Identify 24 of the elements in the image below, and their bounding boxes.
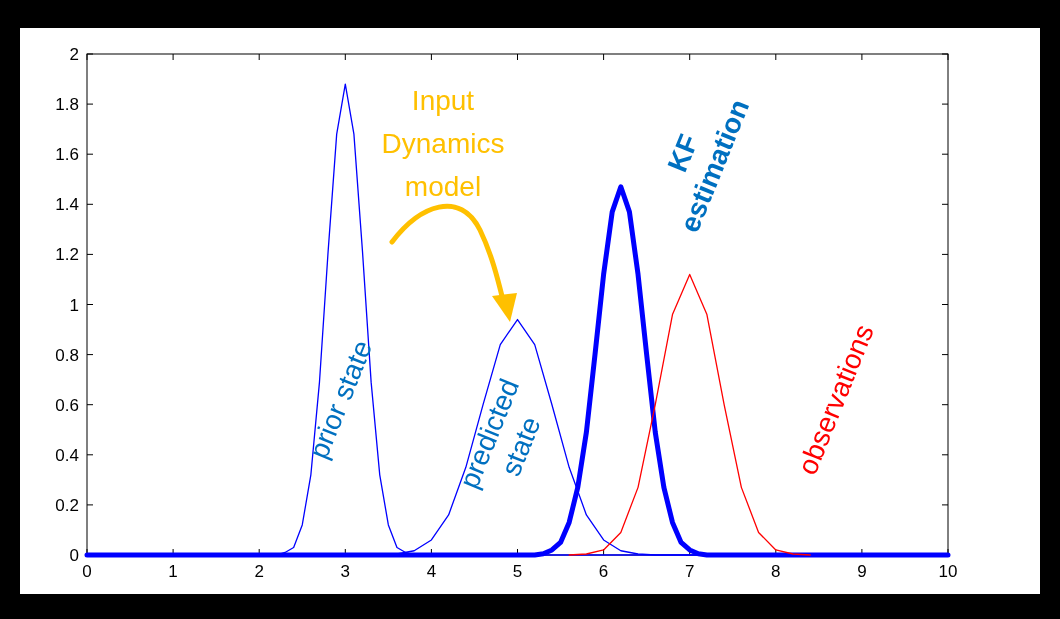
annotation: Input Dynamics model	[381, 85, 505, 202]
y-tick-label: 1	[69, 295, 79, 315]
text: prior state	[302, 335, 379, 464]
y-tick-label: 0.8	[55, 345, 79, 365]
x-tick-label: 3	[340, 562, 351, 581]
x-tick-label: 1	[168, 562, 178, 581]
x-tick-label: 6	[598, 562, 609, 581]
x-tick-label: 0	[82, 562, 92, 581]
y-tick-label: 2	[69, 45, 79, 64]
y-tick-label: 0.2	[55, 495, 79, 515]
y-tick-label: 1.6	[55, 145, 79, 165]
y-tick-label: 1.4	[55, 195, 79, 215]
x-tick-label: 8	[771, 562, 781, 581]
x-tick-label: 10	[938, 562, 958, 581]
y-tick-label: 0.6	[55, 395, 79, 415]
y-tick-label: 0	[69, 546, 79, 565]
y-tick-label: 1.8	[55, 95, 79, 115]
y-tick-label: 1.2	[55, 245, 79, 265]
x-tick-label: 7	[684, 562, 695, 581]
x-tick-label: 2	[254, 562, 264, 581]
x-tick-label: 5	[512, 562, 523, 581]
x-tick-label: 9	[857, 562, 867, 581]
y-tick-label: 0.4	[55, 445, 79, 465]
x-tick-label: 4	[426, 562, 437, 581]
